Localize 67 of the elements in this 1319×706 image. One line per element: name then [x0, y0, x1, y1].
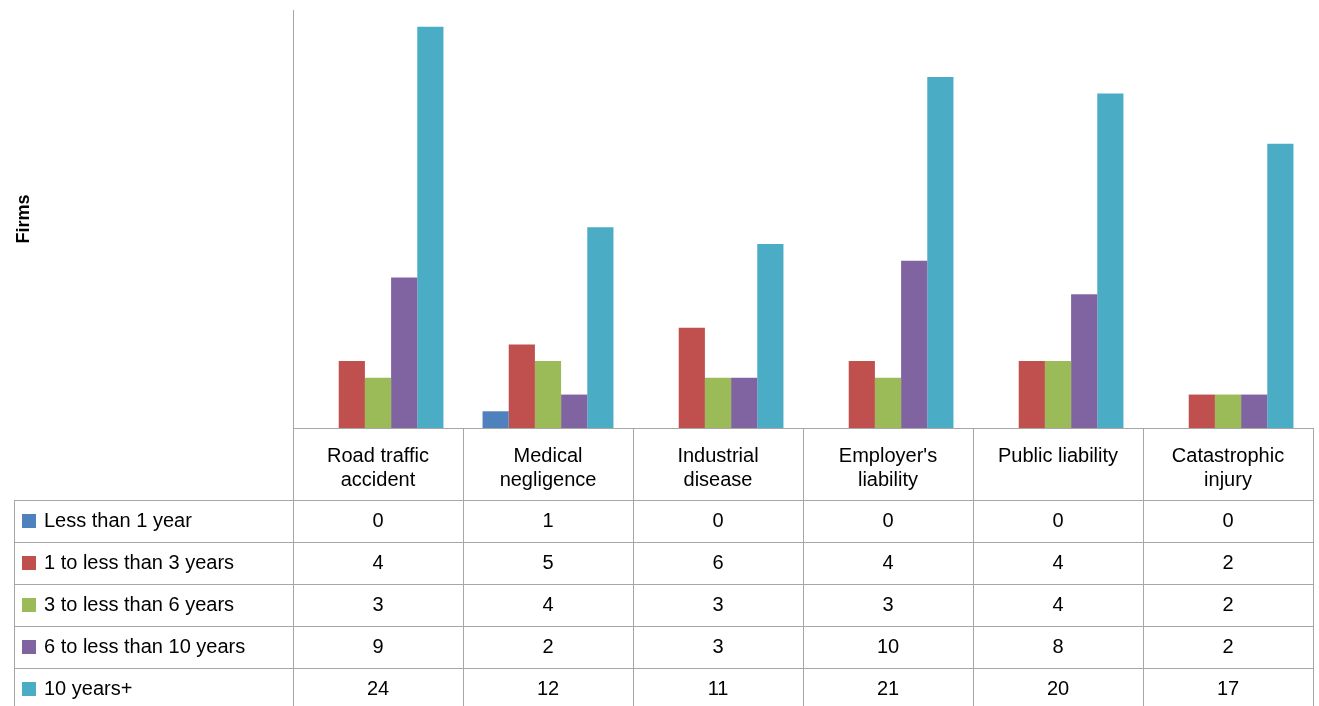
- data-label: 0: [712, 508, 724, 531]
- data-label: 10: [876, 634, 900, 657]
- x-tick-label: Industrial disease: [677, 443, 759, 490]
- data-label: 4: [882, 550, 894, 573]
- data-label: 0: [372, 508, 384, 531]
- data-label: 2: [1222, 634, 1234, 657]
- bar: [482, 411, 509, 428]
- data-label: 24: [366, 676, 390, 699]
- data-label: 1: [542, 508, 554, 531]
- data-label: 0: [882, 508, 894, 531]
- bar: [1214, 394, 1242, 428]
- bar: [561, 394, 588, 428]
- bar: [1044, 361, 1072, 428]
- x-tick-label: Road traffic accident: [327, 443, 429, 490]
- x-tick-label: Catastrophic injury: [1171, 443, 1285, 490]
- data-label: 6: [712, 550, 724, 573]
- bar: [1188, 394, 1215, 428]
- data-label: 4: [1052, 550, 1064, 573]
- bar: [678, 327, 705, 428]
- data-label: 3: [372, 592, 384, 615]
- x-tick-label: Medical negligence: [499, 443, 597, 490]
- legend-label: 1 to less than 3 years: [44, 550, 235, 573]
- data-label: 5: [542, 550, 554, 573]
- bar: [1267, 143, 1294, 428]
- bar: [757, 244, 784, 428]
- x-tick-label: Public liability: [997, 443, 1119, 466]
- bar: [704, 377, 732, 428]
- bar: [1097, 93, 1124, 428]
- data-label: 12: [536, 676, 560, 699]
- bar: [338, 361, 365, 428]
- legend-label: 3 to less than 6 years: [44, 592, 235, 615]
- data-label: 17: [1216, 676, 1240, 699]
- data-label: 21: [876, 676, 900, 699]
- data-label: 8: [1052, 634, 1064, 657]
- bar: [1018, 361, 1045, 428]
- legend-label: 6 to less than 10 years: [44, 634, 246, 657]
- bar: [391, 277, 418, 428]
- data-label: 2: [542, 634, 554, 657]
- data-label: 0: [1222, 508, 1234, 531]
- data-label: 2: [1222, 550, 1234, 573]
- data-label: 20: [1046, 676, 1070, 699]
- data-label: 2: [1222, 592, 1234, 615]
- bar: [901, 260, 928, 428]
- data-label: 4: [372, 550, 384, 573]
- data-label: 3: [712, 592, 724, 615]
- legend-label: Less than 1 year: [44, 508, 193, 531]
- bar: [1071, 294, 1098, 428]
- bar: [1241, 394, 1268, 428]
- bar: [731, 377, 758, 428]
- bar: [534, 361, 562, 428]
- legend-label: 10 years+: [44, 676, 133, 699]
- data-label: 11: [707, 676, 729, 699]
- bar: [508, 344, 535, 428]
- bar: [848, 361, 875, 428]
- data-label: 3: [882, 592, 894, 615]
- data-label: 4: [542, 592, 554, 615]
- bar: [927, 76, 954, 428]
- text: Firms: [12, 194, 33, 244]
- bar: [874, 377, 902, 428]
- bar: [587, 227, 614, 428]
- x-tick-label: Employer's liability: [838, 443, 938, 490]
- data-label: 3: [712, 634, 724, 657]
- bar: [364, 377, 392, 428]
- data-label: 4: [1052, 592, 1064, 615]
- data-label: 9: [372, 634, 384, 657]
- bar: [417, 26, 444, 428]
- data-label: 0: [1052, 508, 1064, 531]
